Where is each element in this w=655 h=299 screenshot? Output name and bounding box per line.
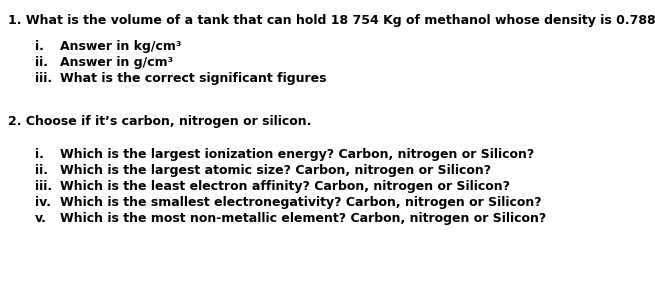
Text: i.: i.: [35, 148, 44, 161]
Text: ii.: ii.: [35, 164, 48, 177]
Text: iii.: iii.: [35, 180, 52, 193]
Text: What is the correct significant figures: What is the correct significant figures: [60, 72, 326, 85]
Text: 1. What is the volume of a tank that can hold 18 754 Kg of methanol whose densit: 1. What is the volume of a tank that can…: [8, 14, 655, 27]
Text: 2. Choose if it’s carbon, nitrogen or silicon.: 2. Choose if it’s carbon, nitrogen or si…: [8, 115, 311, 128]
Text: Which is the least electron affinity? Carbon, nitrogen or Silicon?: Which is the least electron affinity? Ca…: [60, 180, 510, 193]
Text: i.: i.: [35, 40, 44, 53]
Text: Answer in kg/cm³: Answer in kg/cm³: [60, 40, 181, 53]
Text: Which is the largest atomic size? Carbon, nitrogen or Silicon?: Which is the largest atomic size? Carbon…: [60, 164, 491, 177]
Text: iv.: iv.: [35, 196, 51, 209]
Text: ii.: ii.: [35, 56, 48, 69]
Text: Which is the most non-metallic element? Carbon, nitrogen or Silicon?: Which is the most non-metallic element? …: [60, 212, 546, 225]
Text: Which is the smallest electronegativity? Carbon, nitrogen or Silicon?: Which is the smallest electronegativity?…: [60, 196, 542, 209]
Text: v.: v.: [35, 212, 47, 225]
Text: iii.: iii.: [35, 72, 52, 85]
Text: Answer in g/cm³: Answer in g/cm³: [60, 56, 173, 69]
Text: Which is the largest ionization energy? Carbon, nitrogen or Silicon?: Which is the largest ionization energy? …: [60, 148, 534, 161]
